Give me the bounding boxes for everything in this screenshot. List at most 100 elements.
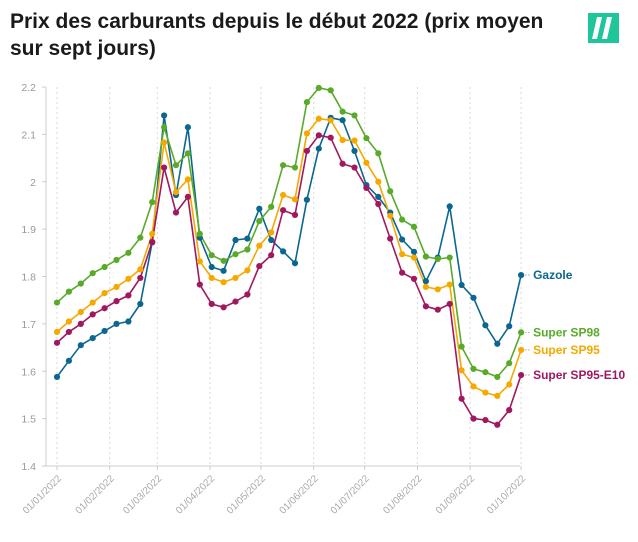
chart-lines (56, 87, 522, 426)
data-point-gazole (518, 271, 525, 279)
data-point-super-sp98 (506, 360, 513, 367)
data-point-super-sp98 (280, 162, 287, 169)
data-point-super-sp95-e10 (506, 406, 513, 414)
data-point-super-sp95-e10 (434, 306, 441, 313)
data-point-gazole (113, 320, 120, 327)
data-point-super-sp95-e10 (268, 252, 275, 259)
data-point-gazole (375, 193, 382, 201)
data-point-super-sp95 (53, 328, 61, 336)
data-point-gazole (65, 357, 72, 364)
data-point-super-sp95 (339, 136, 346, 144)
data-point-gazole (220, 267, 227, 274)
data-point-gazole (494, 340, 501, 347)
data-point-gazole (137, 300, 144, 308)
data-point-super-sp95 (327, 117, 334, 124)
data-point-super-sp98 (387, 188, 394, 195)
x-tick-label: 01/08/2022 (381, 473, 424, 516)
data-point-gazole (89, 334, 96, 342)
data-point-super-sp95 (506, 381, 513, 388)
data-point-super-sp98 (470, 365, 477, 372)
data-point-super-sp98 (458, 343, 465, 350)
data-point-super-sp95-e10 (339, 160, 346, 167)
data-point-super-sp95-e10 (351, 164, 358, 171)
y-tick-label: 2.1 (21, 129, 36, 141)
data-point-super-sp98 (446, 254, 453, 261)
data-point-gazole (399, 236, 406, 243)
data-point-super-sp98 (399, 216, 406, 223)
end-label-super-sp95-e10: Super SP95-E10 (533, 368, 625, 382)
data-point-super-sp95-e10 (256, 262, 263, 270)
data-point-super-sp95 (446, 281, 453, 288)
data-point-super-sp95 (410, 254, 418, 261)
y-tick-label: 1.7 (21, 319, 36, 331)
data-point-super-sp98 (220, 257, 227, 264)
data-point-super-sp98 (518, 329, 525, 336)
data-point-super-sp95-e10 (327, 134, 334, 141)
data-point-gazole (482, 322, 489, 329)
x-tick-label: 01/06/2022 (278, 473, 321, 516)
data-point-gazole (280, 248, 287, 255)
data-point-super-sp95 (184, 176, 191, 183)
brand-logo-icon (588, 13, 619, 43)
data-point-gazole (101, 327, 108, 335)
data-point-super-sp95 (161, 139, 168, 146)
data-point-gazole (410, 248, 418, 255)
series-line-gazole (56, 114, 522, 378)
data-point-gazole (470, 294, 477, 301)
data-point-super-sp95-e10 (470, 415, 477, 422)
series-line-super-sp95-e10 (56, 134, 522, 426)
data-point-super-sp95-e10 (89, 311, 96, 318)
data-point-super-sp98 (77, 280, 84, 287)
data-point-super-sp95-e10 (184, 193, 191, 201)
data-point-super-sp95 (482, 389, 489, 396)
data-point-super-sp98 (89, 270, 96, 277)
data-point-super-sp98 (244, 246, 251, 253)
data-point-super-sp98 (375, 150, 382, 157)
data-point-gazole (268, 236, 275, 244)
x-tick-label: 01/02/2022 (74, 473, 117, 516)
x-tick-label: 01/09/2022 (434, 473, 477, 516)
data-point-gazole (256, 205, 263, 212)
data-point-super-sp98 (65, 288, 72, 295)
data-point-super-sp98 (422, 253, 429, 260)
data-point-gazole (315, 145, 322, 152)
data-point-super-sp95 (518, 346, 525, 354)
data-point-gazole (208, 263, 215, 271)
data-point-super-sp95-e10 (101, 305, 108, 312)
data-point-super-sp95 (232, 274, 239, 282)
data-point-super-sp98 (208, 252, 215, 259)
x-tick-label: 01/04/2022 (174, 473, 217, 516)
data-point-super-sp95 (137, 266, 144, 273)
data-point-super-sp95-e10 (494, 421, 501, 428)
data-point-gazole (446, 203, 453, 210)
data-point-super-sp98 (268, 203, 275, 210)
data-point-super-sp95 (268, 229, 275, 236)
data-point-super-sp95-e10 (172, 209, 180, 216)
data-point-super-sp98 (363, 135, 370, 142)
x-tick-label: 01/01/2022 (21, 473, 64, 516)
data-point-super-sp98 (434, 255, 441, 263)
data-point-super-sp95-e10 (458, 395, 465, 402)
data-point-super-sp98 (410, 223, 418, 230)
data-point-super-sp95 (375, 178, 382, 185)
data-point-super-sp95-e10 (125, 292, 132, 299)
data-point-gazole (161, 112, 168, 119)
data-point-super-sp95 (280, 191, 287, 199)
data-point-super-sp95 (399, 251, 406, 258)
y-tick-label: 1.4 (21, 461, 36, 473)
data-point-super-sp98 (256, 217, 263, 225)
data-point-super-sp98 (494, 373, 501, 381)
data-point-super-sp95-e10 (518, 371, 525, 379)
data-point-super-sp95 (434, 286, 441, 293)
data-point-super-sp95-e10 (363, 184, 370, 192)
data-point-super-sp95-e10 (280, 207, 287, 214)
data-point-gazole (339, 117, 346, 124)
data-point-super-sp98 (137, 234, 144, 241)
data-point-super-sp95-e10 (113, 298, 120, 305)
chart-points (53, 84, 525, 428)
data-point-super-sp95 (470, 383, 477, 390)
end-label-gazole: Gazole (533, 268, 573, 282)
data-point-super-sp98 (303, 99, 310, 106)
data-point-super-sp95 (291, 196, 299, 203)
y-tick-label: 2.2 (21, 82, 36, 94)
